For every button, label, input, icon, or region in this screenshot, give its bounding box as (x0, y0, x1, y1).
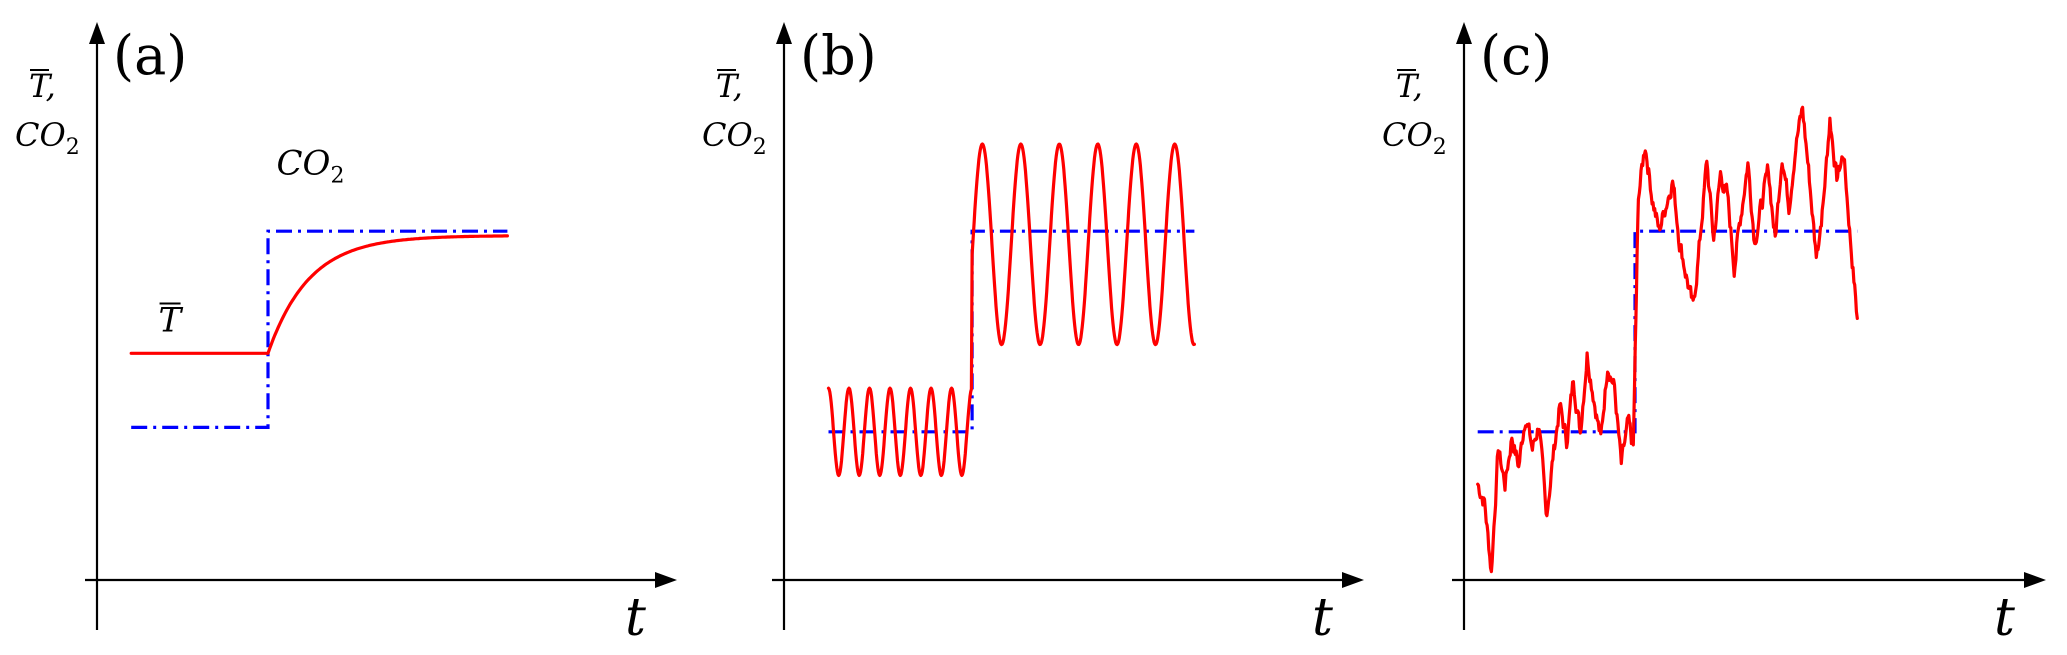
label-temperature: T (159, 300, 184, 340)
y-axis-title-co2: CO2 (1382, 116, 1447, 160)
series-temperature-line (129, 234, 509, 355)
series-temperature-line (826, 142, 1197, 477)
panel-label: (c) (1480, 24, 1552, 87)
x-axis-arrowhead (655, 572, 677, 588)
series-temperature-line (1476, 105, 1859, 574)
x-axis-title: t (1312, 588, 1333, 648)
x-axis-arrowhead (1342, 572, 1364, 588)
x-axis-arrowhead (2024, 572, 2046, 588)
y-axis-title-temperature: T, (29, 67, 56, 105)
panel-a: (a) T, CO2 t T CO2 (15, 22, 677, 648)
panel-label: (a) (113, 24, 187, 87)
y-axis-title-co2: CO2 (15, 116, 80, 160)
x-axis-title: t (625, 588, 646, 648)
y-axis-arrowhead (776, 22, 792, 44)
panel-c: (c) T, CO2 t (1382, 22, 2046, 648)
x-axis-title: t (1994, 588, 2015, 648)
y-axis-arrowhead (1456, 22, 1472, 44)
y-axis-title-temperature: T, (716, 67, 743, 105)
panel-b: (b) T, CO2 t (702, 22, 1364, 648)
y-axis-arrowhead (89, 22, 105, 44)
label-co2: CO2 (277, 144, 345, 189)
panel-label: (b) (800, 24, 877, 87)
y-axis-title-temperature: T, (1396, 67, 1423, 105)
series-co2-line (828, 229, 1195, 434)
series-co2-line (1477, 229, 1858, 434)
series-co2-line (131, 229, 508, 429)
y-axis-title-co2: CO2 (702, 116, 767, 160)
